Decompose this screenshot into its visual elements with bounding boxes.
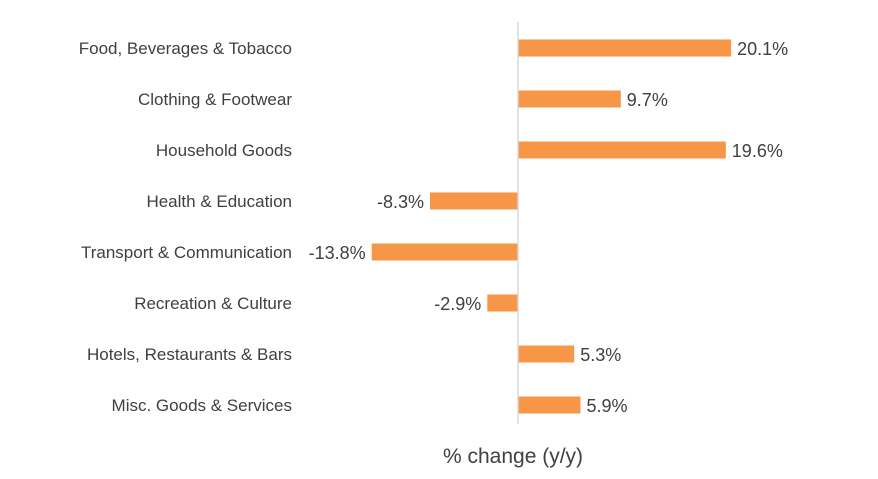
value-label: -13.8% [309,243,366,263]
labels-layer: Food, Beverages & Tobacco 20.1% Clothing &… [79,39,788,416]
value-label: 19.6% [732,141,783,161]
bar [518,396,581,414]
bars-layer [371,39,732,414]
category-label: Clothing & Footwear [138,90,292,109]
value-label: 9.7% [627,90,668,110]
category-label: Transport & Communication [81,243,292,262]
bar [518,39,732,57]
category-label: Food, Beverages & Tobacco [79,39,292,58]
x-axis-title: % change (y/y) [443,445,583,468]
category-label: Recreation & Culture [134,294,292,313]
value-label: 5.3% [580,345,621,365]
value-label: -8.3% [377,192,424,212]
bar [518,141,726,159]
bar [430,192,518,210]
category-label: Hotels, Restaurants & Bars [87,345,292,364]
value-label: 5.9% [587,396,628,416]
bar [518,90,621,108]
bar [518,345,575,363]
value-label: 20.1% [737,39,788,59]
category-label: Health & Education [146,192,292,211]
value-label: -2.9% [434,294,481,314]
category-label: Misc. Goods & Services [112,396,292,415]
bar [487,294,518,312]
bar [371,243,518,261]
category-label: Household Goods [156,141,292,160]
